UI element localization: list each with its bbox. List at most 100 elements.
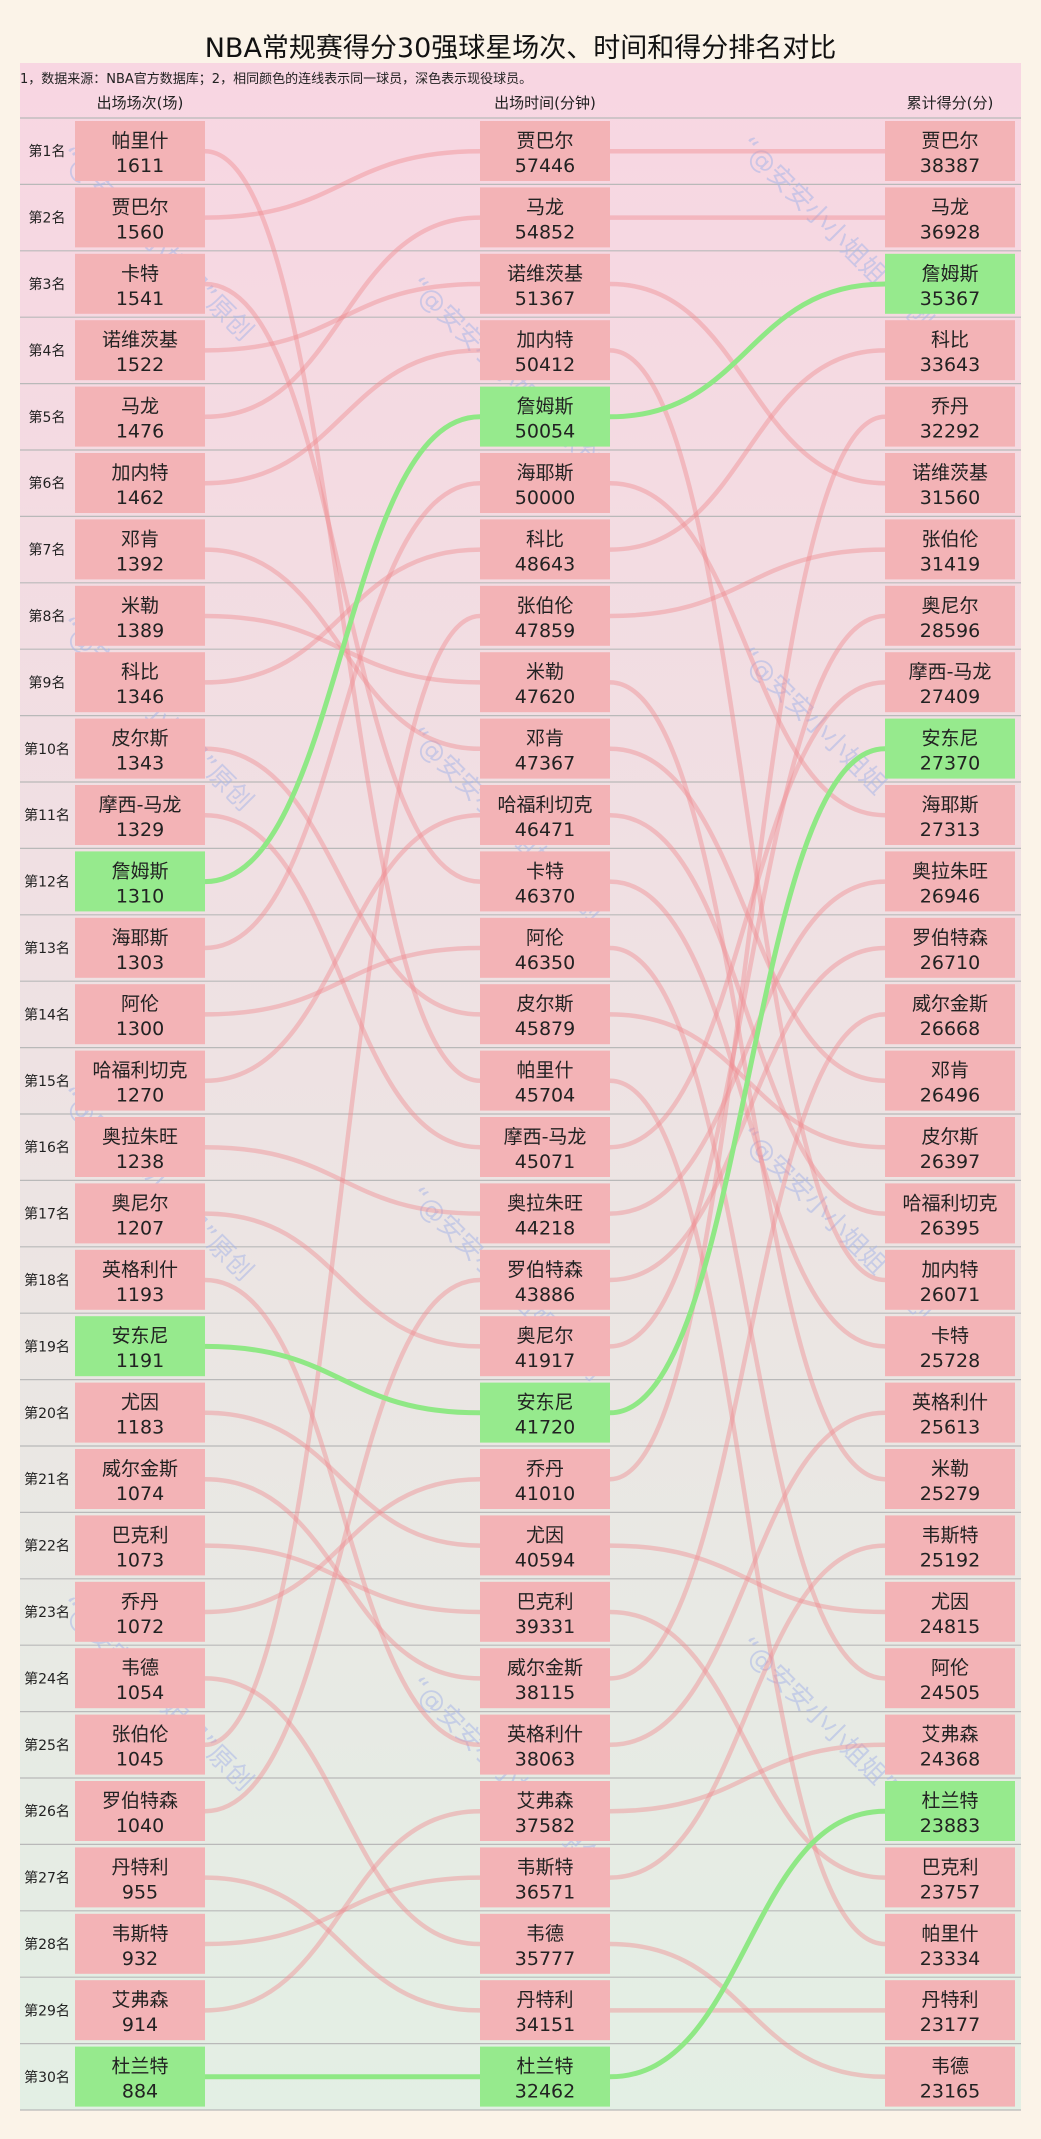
connector-line [204, 1476, 481, 1681]
player-box [480, 320, 610, 381]
player-value: 23334 [920, 1948, 980, 1970]
connector-line [204, 812, 481, 1084]
player-box [480, 1249, 610, 1310]
player-name: 摩西-马龙 [99, 794, 182, 816]
rank-label: 第10名 [24, 741, 70, 758]
rank-label: 第20名 [24, 1405, 70, 1422]
player-value: 1560 [116, 221, 164, 243]
player-name: 英格利什 [102, 1259, 178, 1281]
player-box [75, 1050, 205, 1111]
player-box [75, 1316, 205, 1377]
player-box [885, 320, 1015, 381]
player-name: 奥拉朱旺 [912, 860, 988, 882]
player-box [885, 984, 1015, 1045]
player-box [885, 1249, 1015, 1310]
player-value: 24368 [920, 1749, 980, 1771]
rank-label: 第7名 [29, 542, 66, 559]
player-name: 韦德 [526, 1923, 564, 1945]
player-name: 尤因 [931, 1591, 969, 1613]
player-value: 41010 [515, 1483, 575, 1505]
player-box [75, 917, 205, 978]
player-name: 加内特 [111, 462, 168, 484]
rank-label: 第15名 [24, 1073, 70, 1090]
player-name: 科比 [931, 329, 969, 351]
rank-label: 第3名 [29, 276, 66, 293]
player-value: 914 [122, 2014, 158, 2036]
player-name: 海耶斯 [111, 927, 168, 949]
player-value: 28596 [920, 620, 980, 642]
connector-line [609, 1808, 886, 2080]
player-value: 32462 [515, 2081, 575, 2103]
player-value: 50412 [515, 354, 575, 376]
player-value: 25279 [920, 1483, 980, 1505]
player-name: 贾巴尔 [516, 130, 573, 152]
connector-line [204, 480, 481, 951]
player-box [480, 1515, 610, 1576]
player-box [75, 1382, 205, 1443]
player-name: 韦德 [121, 1657, 159, 1679]
player-name: 詹姆斯 [111, 860, 168, 882]
player-name: 奥拉朱旺 [507, 1192, 583, 1214]
connector-line [204, 812, 481, 1150]
player-value: 31560 [920, 487, 980, 509]
rank-label: 第19名 [24, 1338, 70, 1355]
player-name: 乔丹 [931, 396, 969, 418]
player-box [480, 917, 610, 978]
rank-label: 第8名 [29, 608, 66, 625]
player-value: 47620 [515, 686, 575, 708]
player-box [75, 1714, 205, 1775]
player-name: 皮尔斯 [921, 1126, 978, 1148]
player-name: 英格利什 [912, 1392, 988, 1414]
player-box [885, 1980, 1015, 2041]
player-box [480, 718, 610, 779]
player-box [885, 1183, 1015, 1244]
player-name: 艾弗森 [111, 1989, 168, 2011]
player-value: 1611 [116, 155, 164, 177]
player-value: 1346 [116, 686, 164, 708]
player-box [885, 585, 1015, 646]
player-value: 1270 [116, 1085, 164, 1107]
player-name: 科比 [121, 661, 159, 683]
player-value: 955 [122, 1881, 158, 1903]
player-name: 帕里什 [921, 1923, 978, 1945]
player-name: 艾弗森 [516, 1790, 573, 1812]
player-box [885, 1515, 1015, 1576]
player-box [885, 917, 1015, 978]
connector-line [609, 680, 886, 1150]
player-value: 1193 [116, 1284, 164, 1306]
player-value: 38387 [920, 155, 980, 177]
player-name: 诺维茨基 [102, 329, 178, 351]
player-value: 1207 [116, 1217, 164, 1239]
player-name: 张伯伦 [516, 595, 573, 617]
player-value: 23177 [920, 2014, 980, 2036]
player-value: 1343 [116, 753, 164, 775]
player-name: 摩西-马龙 [909, 661, 992, 683]
player-value: 32292 [920, 421, 980, 443]
player-box [480, 519, 610, 580]
player-name: 海耶斯 [921, 794, 978, 816]
player-name: 帕里什 [111, 130, 168, 152]
player-name: 贾巴尔 [921, 130, 978, 152]
connector-line [204, 547, 481, 685]
player-box [885, 785, 1015, 845]
player-box [885, 1648, 1015, 1709]
player-box [75, 851, 205, 912]
connector-line [204, 414, 481, 885]
player-value: 23883 [920, 1815, 980, 1837]
player-name: 马龙 [526, 196, 564, 218]
player-box [480, 1382, 610, 1443]
player-value: 23165 [920, 2081, 980, 2103]
player-box [480, 187, 610, 248]
player-value: 45879 [515, 1018, 575, 1040]
player-box [75, 253, 205, 314]
player-value: 47367 [515, 753, 575, 775]
connector-line [609, 1609, 886, 1880]
player-box [75, 1449, 205, 1509]
player-value: 884 [122, 2081, 158, 2103]
player-value: 26395 [920, 1217, 980, 1239]
connector-line [204, 1543, 481, 1615]
player-box [885, 2046, 1015, 2107]
connector-line [609, 1012, 886, 1681]
player-value: 1191 [116, 1350, 164, 1372]
connector-line [204, 348, 481, 486]
